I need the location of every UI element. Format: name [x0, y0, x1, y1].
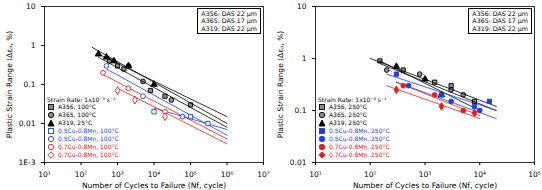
svg-text:Plastic Strain Range (Δεₚ, %): Plastic Strain Range (Δεₚ, %): [5, 31, 14, 139]
svg-text:10²: 10²: [364, 170, 377, 179]
html-text:A365, 100°C: A365, 100°C: [58, 111, 96, 119]
html-text:A356, 250°C: A356, 250°C: [329, 103, 367, 111]
html-text:0.5Cu-0.8Mn, 100°C: 0.5Cu-0.8Mn, 100°C: [58, 135, 119, 143]
html-text:0.5Cu-0.8Mn, 250°C: 0.5Cu-0.8Mn, 250°C: [329, 127, 390, 135]
svg-text:0.1: 0.1: [295, 106, 307, 115]
svg-text:0.01: 0.01: [19, 119, 36, 128]
html-text:A356: DAS 22 μm: A356: DAS 22 μm: [201, 10, 257, 17]
html-text:0.5Cu-0.8Mn, 100°C: 0.5Cu-0.8Mn, 100°C: [58, 127, 119, 135]
svg-text:10: 10: [297, 2, 307, 11]
html-text:A365: DAS 17 μm: A365: DAS 17 μm: [201, 17, 257, 25]
svg-text:Number of Cycles to Failure (N: Number of Cycles to Failure (Nf, cycle): [82, 181, 226, 190]
svg-text:10⁴: 10⁴: [473, 170, 486, 179]
html-text:0.7Cu-0.8Mn, 250°C: 0.7Cu-0.8Mn, 250°C: [329, 151, 390, 159]
svg-text:10⁴: 10⁴: [148, 170, 161, 179]
html-text:0.5Cu-0.8Mn, 250°C: 0.5Cu-0.8Mn, 250°C: [329, 135, 390, 143]
html-text:A365: DAS 17 μm: A365: DAS 17 μm: [472, 17, 528, 25]
svg-text:10¹: 10¹: [38, 170, 51, 179]
svg-text:Plastic Strain Range (Δεₚ, %): Plastic Strain Range (Δεₚ, %): [276, 31, 285, 139]
html-text:A319: DAS 22 μm: A319: DAS 22 μm: [201, 24, 257, 32]
svg-text:10³: 10³: [419, 170, 432, 179]
svg-text:10³: 10³: [111, 170, 124, 179]
html-text:Strain Rate: 1x10⁻³ s⁻¹: Strain Rate: 1x10⁻³ s⁻¹: [47, 95, 116, 103]
html-text:A356: DAS 22 μm: A356: DAS 22 μm: [472, 10, 528, 17]
svg-text:Number of Cycles to Failure (N: Number of Cycles to Failure (Nf, cycle): [353, 181, 497, 190]
svg-text:10²: 10²: [75, 170, 88, 179]
html-text:0.7Cu-0.8Mn, 100°C: 0.7Cu-0.8Mn, 100°C: [58, 143, 119, 151]
html-text:A319, 250°C: A319, 250°C: [329, 119, 367, 127]
html-text:A356, 100°C: A356, 100°C: [58, 103, 96, 111]
svg-text:0.01: 0.01: [290, 158, 307, 167]
svg-text:1E-3: 1E-3: [19, 158, 36, 167]
svg-text:10⁷: 10⁷: [257, 170, 270, 179]
svg-text:10¹: 10¹: [309, 170, 322, 179]
svg-text:10⁵: 10⁵: [528, 170, 541, 179]
svg-text:1: 1: [31, 41, 36, 50]
html-text:A319, 25°C: A319, 25°C: [58, 119, 93, 127]
svg-text:1: 1: [302, 54, 307, 63]
svg-text:0.1: 0.1: [24, 80, 36, 89]
svg-text:10⁶: 10⁶: [221, 170, 234, 179]
svg-text:10⁵: 10⁵: [184, 170, 197, 179]
html-text:0.7Cu-0.8Mn, 100°C: 0.7Cu-0.8Mn, 100°C: [58, 151, 119, 159]
html-text:Strain Rate: 1x10⁻³ s⁻¹: Strain Rate: 1x10⁻³ s⁻¹: [318, 95, 387, 103]
svg-text:10: 10: [26, 2, 36, 11]
html-text:0.7Cu-0.8Mn, 250°C: 0.7Cu-0.8Mn, 250°C: [329, 143, 390, 151]
html-text:A319: DAS 22 μm: A319: DAS 22 μm: [472, 24, 528, 32]
html-text:A365, 250°C: A365, 250°C: [329, 111, 367, 119]
